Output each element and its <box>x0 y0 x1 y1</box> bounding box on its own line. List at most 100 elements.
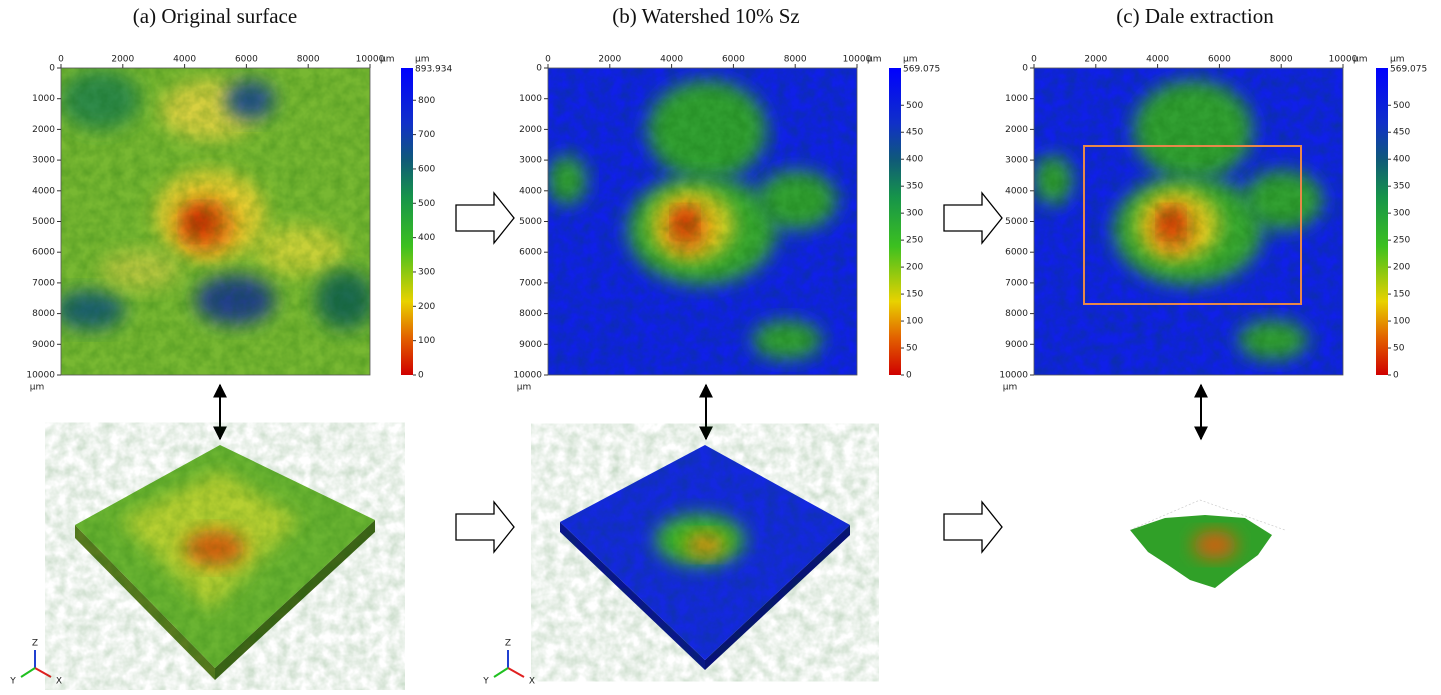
x-tick-label: 8000 <box>784 55 807 65</box>
x-tick-label: 10000 <box>1329 55 1358 65</box>
y-tick-label: 9000 <box>519 340 542 350</box>
colorbar <box>889 68 901 375</box>
colorbar-unit: µm <box>1390 55 1405 65</box>
y-unit: µm <box>30 383 45 393</box>
colorbar-tick-label: 0 <box>1393 371 1399 381</box>
y-tick-label: 5000 <box>1005 217 1028 227</box>
y-tick-label: 5000 <box>32 217 55 227</box>
x-tick-label: 6000 <box>235 55 258 65</box>
y-tick-label: 4000 <box>519 186 542 196</box>
map-texture <box>548 68 857 375</box>
triad-y-label: Y <box>482 677 489 687</box>
colorbar-tick-label: 500 <box>906 101 923 111</box>
y-tick-label: 6000 <box>519 248 542 258</box>
colorbar-tick-label: 450 <box>906 128 923 138</box>
y-tick-label: 0 <box>536 64 542 74</box>
extraction-box <box>1083 145 1302 305</box>
y-tick-label: 3000 <box>1005 156 1028 166</box>
colorbar-tick-label: 300 <box>1393 209 1410 219</box>
link-arrows <box>213 383 1208 441</box>
y-tick-label: 8000 <box>1005 309 1028 319</box>
y-tick-label: 6000 <box>1005 248 1028 258</box>
y-tick-label: 10000 <box>26 371 55 381</box>
y-unit: µm <box>1003 383 1018 393</box>
colorbar-tick-label: 200 <box>418 302 435 312</box>
colorbar-tick-label: 350 <box>1393 182 1410 192</box>
y-tick-label: 8000 <box>32 309 55 319</box>
x-unit: µm <box>1353 55 1368 65</box>
colorbar-tick-label: 200 <box>906 263 923 273</box>
map-texture <box>61 68 370 375</box>
colorbar-tick-label: 500 <box>1393 101 1410 111</box>
x-tick-label: 2000 <box>111 55 134 65</box>
colorbar-tick-label: 400 <box>1393 155 1410 165</box>
y-tick-label: 7000 <box>1005 278 1028 288</box>
colorbar-tick-label: 600 <box>418 164 435 174</box>
x-tick-label: 2000 <box>598 55 621 65</box>
map-texture <box>1034 68 1343 375</box>
colorbar-max: 569.075 <box>903 65 940 75</box>
y-unit: µm <box>517 383 532 393</box>
colorbar-tick-label: 400 <box>906 155 923 165</box>
x-tick-label: 0 <box>1031 55 1037 65</box>
colorbar-tick-label: 0 <box>906 371 912 381</box>
triad-x <box>34 667 52 678</box>
triad-x <box>507 667 525 678</box>
y-tick-label: 2000 <box>1005 125 1028 135</box>
x-unit: µm <box>380 55 395 65</box>
surface-3d-a <box>75 445 375 680</box>
y-tick-label: 8000 <box>519 309 542 319</box>
x-tick-label: 8000 <box>297 55 320 65</box>
colorbar-tick-label: 700 <box>418 130 435 140</box>
colorbar-tick-label: 50 <box>1393 344 1405 354</box>
colorbar <box>1376 68 1388 375</box>
x-tick-label: 2000 <box>1084 55 1107 65</box>
colorbar-tick-label: 300 <box>906 209 923 219</box>
triad-y-label: Y <box>9 677 16 687</box>
height-map <box>1034 68 1343 375</box>
colorbar-tick-label: 300 <box>418 267 435 277</box>
x-tick-label: 0 <box>58 55 64 65</box>
colorbar-max: 893.934 <box>415 65 452 75</box>
y-tick-label: 6000 <box>32 248 55 258</box>
colorbar-tick-label: 500 <box>418 199 435 209</box>
colorbar <box>401 68 413 375</box>
axis-triad: Z X Y <box>9 639 62 687</box>
y-tick-label: 3000 <box>519 156 542 166</box>
colorbar-unit: µm <box>415 55 430 65</box>
triad-y <box>493 667 509 678</box>
y-tick-label: 1000 <box>519 94 542 104</box>
y-tick-label: 5000 <box>519 217 542 227</box>
y-tick-label: 10000 <box>513 371 542 381</box>
flow-arrows <box>455 191 1003 554</box>
colorbar-tick-label: 100 <box>906 317 923 327</box>
y-tick-label: 7000 <box>32 278 55 288</box>
triad-y <box>20 667 36 678</box>
x-unit: µm <box>867 55 882 65</box>
x-tick-label: 6000 <box>722 55 745 65</box>
colorbar-max: 569.075 <box>1390 65 1427 75</box>
x-tick-label: 4000 <box>660 55 683 65</box>
panel-title: (c) Dale extraction <box>1116 4 1274 28</box>
y-tick-label: 0 <box>1022 64 1028 74</box>
y-tick-label: 10000 <box>999 371 1028 381</box>
axis-triad: Z X Y <box>482 639 535 687</box>
y-tick-label: 1000 <box>1005 94 1028 104</box>
panel-title: (b) Watershed 10% Sz <box>612 4 799 28</box>
x-tick-label: 10000 <box>843 55 872 65</box>
height-map <box>61 68 370 375</box>
y-tick-label: 3000 <box>32 156 55 166</box>
triad-z-label: Z <box>32 639 38 649</box>
colorbar-tick-label: 400 <box>418 233 435 243</box>
colorbar-tick-label: 200 <box>1393 263 1410 273</box>
colorbar-tick-label: 150 <box>1393 290 1410 300</box>
y-tick-label: 9000 <box>32 340 55 350</box>
height-map <box>548 68 857 375</box>
y-tick-label: 1000 <box>32 94 55 104</box>
colorbar-tick-label: 250 <box>1393 236 1410 246</box>
colorbar-tick-label: 250 <box>906 236 923 246</box>
